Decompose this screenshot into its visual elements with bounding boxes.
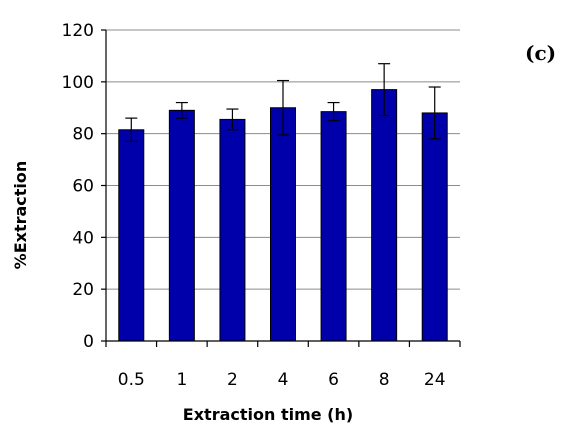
x-tick-label: 6 — [328, 370, 339, 390]
y-axis-title: %Extraction — [11, 161, 30, 270]
x-tick-label: 4 — [278, 370, 289, 390]
x-tick-label: 1 — [176, 370, 187, 390]
bar — [320, 111, 347, 342]
x-tick-label: 24 — [424, 370, 446, 390]
panel-label: (c) — [525, 41, 556, 65]
y-tick-label: 60 — [72, 177, 94, 197]
x-tick-label: 2 — [227, 370, 238, 390]
bar — [371, 89, 398, 342]
y-tick-label: 20 — [72, 280, 94, 300]
x-tick-label: 8 — [379, 370, 390, 390]
axes — [101, 29, 461, 347]
x-axis-title: Extraction time (h) — [183, 405, 353, 424]
bar — [168, 109, 195, 342]
y-tick-label: 0 — [83, 332, 94, 352]
bar — [219, 118, 246, 342]
y-tick-label: 40 — [72, 228, 94, 248]
x-tick-labels: 0.5 1 2 4 6 8 24 — [118, 370, 446, 390]
y-tick-labels: 0 20 40 60 80 100 120 — [62, 21, 94, 352]
y-tick-label: 80 — [72, 125, 94, 145]
y-tick-label: 100 — [62, 73, 94, 93]
bar — [270, 107, 296, 342]
y-tick-label: 120 — [62, 21, 94, 41]
x-tick-label: 0.5 — [118, 370, 145, 390]
bar — [118, 129, 145, 342]
error-bars — [125, 63, 441, 143]
bar — [421, 112, 448, 342]
